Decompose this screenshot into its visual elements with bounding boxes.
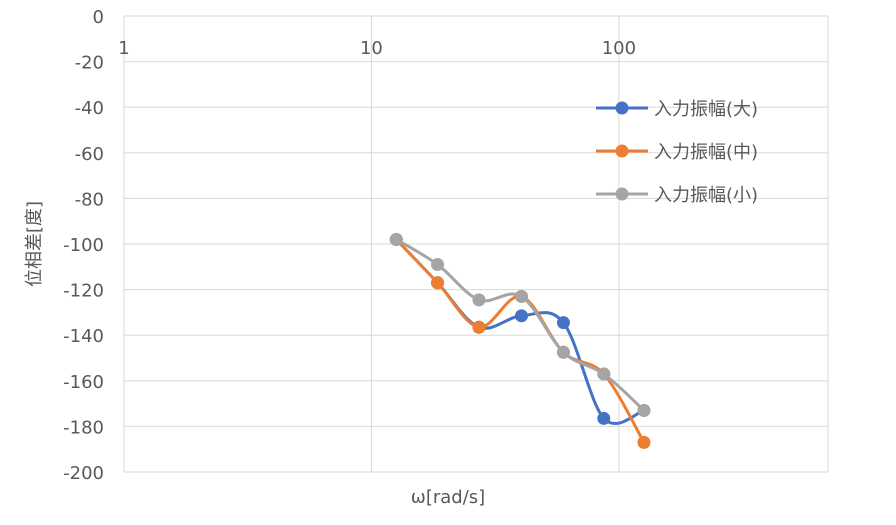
series-line <box>394 237 646 444</box>
legend-swatch-marker <box>615 101 629 115</box>
x-tick-label: 1 <box>118 38 129 59</box>
data-point <box>637 403 651 417</box>
data-point <box>472 320 486 334</box>
legend-label: 入力振幅(大) <box>654 99 758 120</box>
legend-swatch-marker <box>615 187 629 201</box>
legend-swatch-marker <box>615 144 629 158</box>
x-tick-label: 100 <box>602 38 636 59</box>
y-tick-label: -60 <box>75 144 104 165</box>
data-point <box>472 293 486 307</box>
y-tick-label: -120 <box>63 281 104 302</box>
y-tick-label: -180 <box>63 417 104 438</box>
y-tick-label: -200 <box>63 463 104 484</box>
y-tick-label: 0 <box>93 7 104 28</box>
data-point <box>514 289 528 303</box>
legend-label: 入力振幅(中) <box>654 142 758 163</box>
y-tick-label: -40 <box>75 98 104 119</box>
data-point <box>597 367 611 381</box>
data-point <box>431 258 445 272</box>
y-tick-label: -140 <box>63 326 104 347</box>
x-tick-label: 10 <box>360 38 383 59</box>
y-tick-label: -20 <box>75 53 104 74</box>
data-point <box>556 345 570 359</box>
data-point <box>597 411 611 425</box>
y-tick-label: -80 <box>75 189 104 210</box>
y-tick-label: -100 <box>63 235 104 256</box>
data-point <box>431 276 445 290</box>
y-axis-title: 位相差[度] <box>24 201 45 287</box>
data-point <box>637 435 651 449</box>
data-point <box>514 309 528 323</box>
data-point <box>556 316 570 330</box>
y-tick-label: -160 <box>63 372 104 393</box>
data-point <box>389 232 403 246</box>
legend-label: 入力振幅(小) <box>654 185 758 206</box>
x-axis-title: ω[rad/s] <box>411 487 485 508</box>
